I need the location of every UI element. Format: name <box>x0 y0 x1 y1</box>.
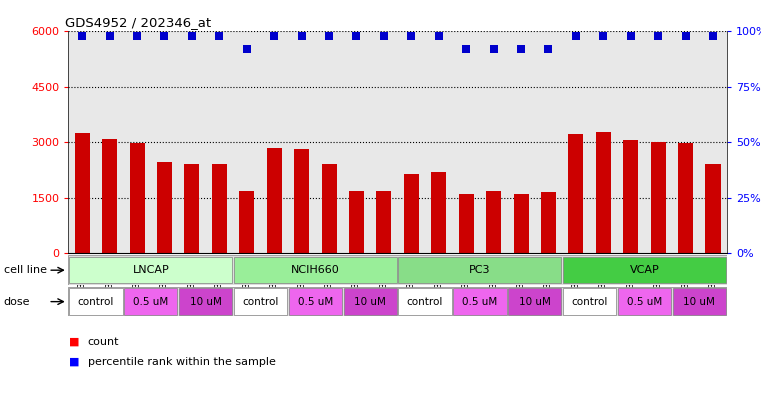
Point <box>213 33 225 39</box>
Bar <box>321 163 336 253</box>
Bar <box>541 192 556 253</box>
Point <box>295 33 307 39</box>
Point <box>543 46 555 52</box>
Bar <box>184 163 199 253</box>
Text: 0.5 uM: 0.5 uM <box>627 297 662 307</box>
Bar <box>399 288 452 315</box>
Bar <box>377 191 391 253</box>
Bar <box>288 288 342 315</box>
Point <box>323 33 335 39</box>
Point <box>103 33 116 39</box>
Bar <box>563 257 726 283</box>
Text: cell line: cell line <box>4 265 47 275</box>
Point <box>652 33 664 39</box>
Bar <box>596 132 611 253</box>
Bar <box>431 172 446 253</box>
Point <box>680 33 692 39</box>
Text: ■: ■ <box>68 356 79 367</box>
Bar <box>399 257 562 283</box>
Point <box>350 33 362 39</box>
Bar <box>459 193 474 253</box>
Bar <box>239 191 254 253</box>
Bar <box>705 163 721 253</box>
Point <box>515 46 527 52</box>
Bar <box>486 191 501 253</box>
Bar <box>673 288 726 315</box>
Bar <box>157 162 172 253</box>
Text: control: control <box>78 297 114 307</box>
Bar <box>102 139 117 253</box>
Point <box>158 33 170 39</box>
Text: VCAP: VCAP <box>629 265 659 275</box>
Text: PC3: PC3 <box>469 265 491 275</box>
Point <box>707 33 719 39</box>
Text: control: control <box>572 297 608 307</box>
Point <box>570 33 582 39</box>
Bar <box>179 288 232 315</box>
Point <box>240 46 253 52</box>
Bar <box>212 163 227 253</box>
Bar <box>343 288 396 315</box>
Point <box>625 33 637 39</box>
Bar <box>234 288 287 315</box>
Bar <box>563 288 616 315</box>
Bar <box>75 133 90 253</box>
Bar <box>234 257 396 283</box>
Point <box>377 33 390 39</box>
Point <box>186 33 198 39</box>
Bar <box>69 257 232 283</box>
Text: 10 uM: 10 uM <box>519 297 551 307</box>
Bar <box>508 288 562 315</box>
Text: control: control <box>407 297 443 307</box>
Text: percentile rank within the sample: percentile rank within the sample <box>88 356 275 367</box>
Point <box>433 33 445 39</box>
Point <box>597 33 610 39</box>
Bar <box>514 194 529 253</box>
Text: 10 uM: 10 uM <box>189 297 221 307</box>
Text: LNCAP: LNCAP <box>132 265 169 275</box>
Text: control: control <box>242 297 279 307</box>
Bar <box>349 191 364 253</box>
Bar <box>454 288 507 315</box>
Text: dose: dose <box>4 297 30 307</box>
Bar <box>678 143 693 253</box>
Bar <box>294 149 309 253</box>
Text: 10 uM: 10 uM <box>355 297 386 307</box>
Bar <box>651 142 666 253</box>
Point <box>488 46 500 52</box>
Point <box>460 46 473 52</box>
Point <box>76 33 88 39</box>
Bar <box>129 143 145 253</box>
Point <box>406 33 418 39</box>
Text: NCIH660: NCIH660 <box>291 265 339 275</box>
Bar <box>69 288 123 315</box>
Bar <box>623 140 638 253</box>
Text: 0.5 uM: 0.5 uM <box>133 297 168 307</box>
Bar <box>266 149 282 253</box>
Text: count: count <box>88 337 119 347</box>
Point <box>268 33 280 39</box>
Bar <box>124 288 177 315</box>
Text: GDS4952 / 202346_at: GDS4952 / 202346_at <box>65 16 212 29</box>
Text: 0.5 uM: 0.5 uM <box>298 297 333 307</box>
Text: ■: ■ <box>68 337 79 347</box>
Bar <box>618 288 671 315</box>
Point <box>131 33 143 39</box>
Text: 10 uM: 10 uM <box>683 297 715 307</box>
Text: 0.5 uM: 0.5 uM <box>462 297 498 307</box>
Bar <box>404 174 419 253</box>
Bar <box>568 134 584 253</box>
